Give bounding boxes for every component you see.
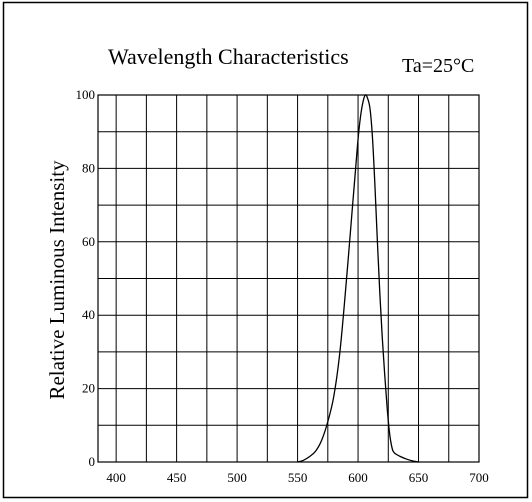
x-tick-label: 600 bbox=[348, 470, 368, 485]
y-tick-label: 100 bbox=[76, 87, 96, 102]
x-tick-label: 450 bbox=[167, 470, 187, 485]
plot-grid bbox=[97, 94, 480, 463]
y-tick-label: 60 bbox=[82, 234, 95, 249]
x-tick-label: 650 bbox=[409, 470, 429, 485]
y-tick-label: 20 bbox=[82, 381, 95, 396]
x-tick-label: 550 bbox=[288, 470, 308, 485]
x-tick-labels: 400 450 500 550 600 650 700 bbox=[106, 470, 488, 485]
plot-frame bbox=[97, 94, 480, 463]
y-tick-label: 40 bbox=[82, 307, 95, 322]
temperature-annotation: Ta=25°C bbox=[402, 55, 474, 77]
y-tick-labels: 0 20 40 60 80 100 bbox=[76, 87, 96, 469]
spectrum-curve bbox=[297, 94, 419, 463]
x-tick-label: 500 bbox=[227, 470, 247, 485]
x-tick-label: 700 bbox=[469, 470, 489, 485]
x-tick-label: 400 bbox=[106, 470, 126, 485]
chart-title: Wavelength Characteristics bbox=[108, 44, 349, 69]
y-tick-label: 0 bbox=[89, 454, 96, 469]
y-axis-label: Relative Luminous Intensity bbox=[45, 160, 69, 400]
y-tick-label: 80 bbox=[82, 160, 95, 175]
